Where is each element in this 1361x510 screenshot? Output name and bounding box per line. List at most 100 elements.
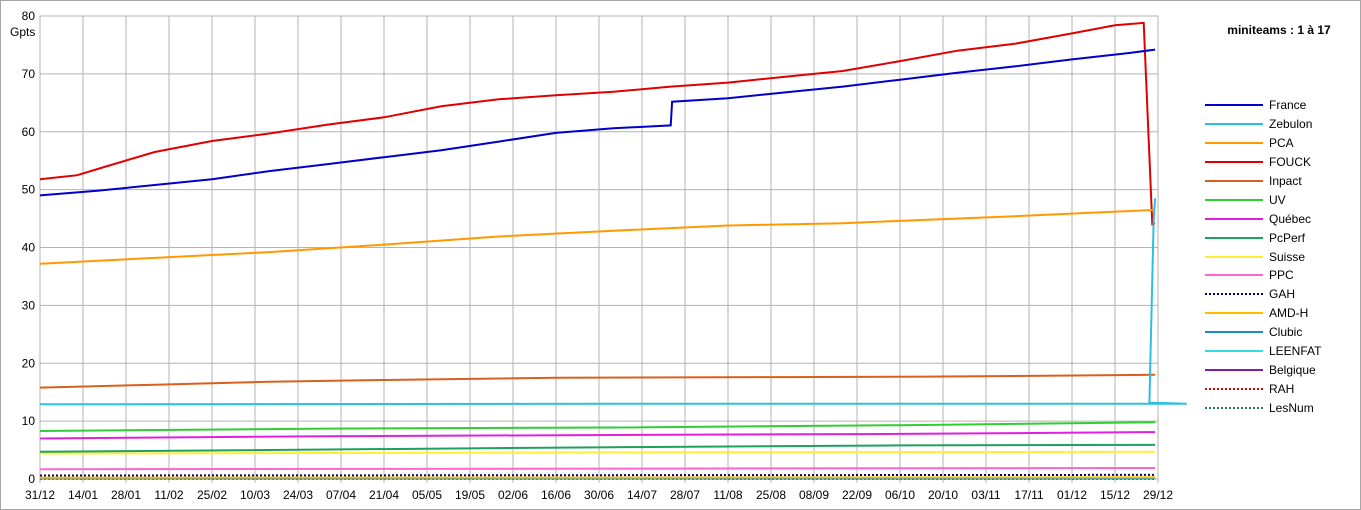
legend-swatch [1205, 236, 1263, 239]
x-tick-label: 28/07 [670, 488, 700, 502]
series-line-gah [39, 473, 1156, 477]
y-axis-label: Gpts [10, 25, 35, 39]
x-tick-label: 08/09 [799, 488, 829, 502]
x-tick-label: 03/11 [971, 488, 1000, 502]
series-line-france [39, 48, 1156, 197]
legend-label: PPC [1269, 268, 1294, 283]
x-tick-label: 14/07 [627, 488, 657, 502]
y-tick-label: 30 [22, 298, 36, 312]
y-tick-label: 40 [22, 241, 36, 255]
legend-item: FOUCK [1205, 153, 1321, 172]
legend-swatch [1205, 387, 1263, 390]
x-tick-label: 07/04 [326, 488, 356, 502]
legend-item: LEENFAT [1205, 342, 1321, 361]
grid-lines [39, 15, 1159, 483]
legend-swatch [1205, 142, 1263, 145]
x-tick-label: 20/10 [928, 488, 958, 502]
legend-swatch [1205, 123, 1263, 126]
x-tick-label: 29/12 [1143, 488, 1173, 502]
legend-label: PCA [1269, 136, 1294, 151]
legend-item: PCA [1205, 134, 1321, 153]
legend-swatch [1205, 198, 1263, 201]
x-tick-label: 25/02 [197, 488, 227, 502]
legend-item: LesNum [1205, 398, 1321, 417]
x-tick-label: 11/08 [713, 488, 742, 502]
legend-item: Québec [1205, 209, 1321, 228]
legend-swatch [1205, 312, 1263, 315]
legend-swatch [1205, 274, 1263, 277]
legend-item: RAH [1205, 379, 1321, 398]
x-tick-label: 24/03 [283, 488, 313, 502]
series-line-pca [39, 208, 1156, 265]
legend-label: AMD-H [1269, 306, 1309, 321]
legend-swatch [1205, 368, 1263, 371]
axes: 0 10 20 30 40 50 60 70 80 Gpts 31/12 14/01 28/01 11/0… [10, 9, 1173, 502]
y-tick-label: 80 [22, 9, 36, 23]
legend-swatch [1205, 406, 1263, 409]
legend-label: PcPerf [1269, 230, 1306, 245]
series-line-fouck [39, 21, 1156, 226]
legend-swatch [1205, 161, 1263, 164]
legend-item: Suisse [1205, 247, 1321, 266]
x-tick-label: 14/01 [68, 488, 98, 502]
x-tick-label: 11/02 [154, 488, 183, 502]
x-tick-label: 28/01 [111, 488, 141, 502]
series-line-qu-bec [39, 431, 1156, 440]
legend-item: GAH [1205, 285, 1321, 304]
legend-item: Belgique [1205, 360, 1321, 379]
legend-label: FOUCK [1269, 155, 1311, 170]
legend-item: Zebulon [1205, 115, 1321, 134]
legend-item: France [1205, 96, 1321, 115]
y-tick-label: 20 [22, 356, 36, 370]
legend-item: PPC [1205, 266, 1321, 285]
legend-label: Inpact [1269, 174, 1302, 188]
series-line-uv [39, 421, 1156, 432]
legend-swatch [1205, 180, 1263, 182]
x-tick-label: 31/12 [25, 488, 55, 502]
series-line-inpact [39, 373, 1156, 389]
legend-label: France [1269, 98, 1307, 113]
legend-label: Clubic [1269, 325, 1303, 340]
x-tick-label: 21/04 [369, 488, 399, 502]
legend-label: Zebulon [1269, 117, 1313, 132]
x-tick-label: 16/06 [541, 488, 571, 502]
legend-label: UV [1269, 192, 1286, 207]
x-tick-label: 17/11 [1014, 488, 1043, 502]
x-tick-label: 01/12 [1057, 488, 1087, 502]
legend-item: UV [1205, 190, 1321, 209]
x-tick-label: 19/05 [455, 488, 485, 502]
legend-swatch [1205, 217, 1263, 220]
x-tick-label: 25/08 [756, 488, 786, 502]
chart-title: miniteams : 1 à 17 [1227, 23, 1331, 37]
y-tick-label: 0 [28, 472, 35, 486]
legend-swatch [1205, 104, 1263, 107]
y-tick-label: 10 [22, 414, 36, 428]
series-lines [39, 21, 1187, 480]
x-tick-label: 10/03 [240, 488, 270, 502]
legend-swatch [1205, 255, 1263, 258]
legend-swatch [1205, 331, 1263, 334]
legend-label: Belgique [1269, 362, 1316, 377]
legend-swatch [1205, 350, 1263, 353]
series-line-ppc [39, 467, 1156, 471]
legend-item: Inpact [1205, 172, 1321, 191]
legend-label: Québec [1269, 211, 1312, 226]
legend-label: RAH [1269, 381, 1295, 396]
x-tick-label: 15/12 [1100, 488, 1130, 502]
y-tick-label: 70 [22, 67, 36, 81]
series-line-zebulon [39, 198, 1187, 406]
legend-label: GAH [1269, 287, 1296, 302]
legend-item: Clubic [1205, 323, 1321, 342]
legend-swatch [1205, 293, 1263, 296]
legend-label: LEENFAT [1269, 344, 1322, 359]
legend-item: PcPerf [1205, 228, 1321, 247]
legend-label: LesNum [1269, 400, 1314, 415]
y-tick-label: 50 [22, 183, 36, 197]
x-tick-label: 05/05 [412, 488, 442, 502]
legend-item: AMD-H [1205, 304, 1321, 323]
series-line-suisse [39, 450, 1156, 455]
legend-label: Suisse [1269, 249, 1306, 264]
legend: France Zebulon PCA FOUCK Inpact UV Québec PcPer… [1205, 96, 1321, 417]
series-line-pcperf [39, 443, 1156, 453]
